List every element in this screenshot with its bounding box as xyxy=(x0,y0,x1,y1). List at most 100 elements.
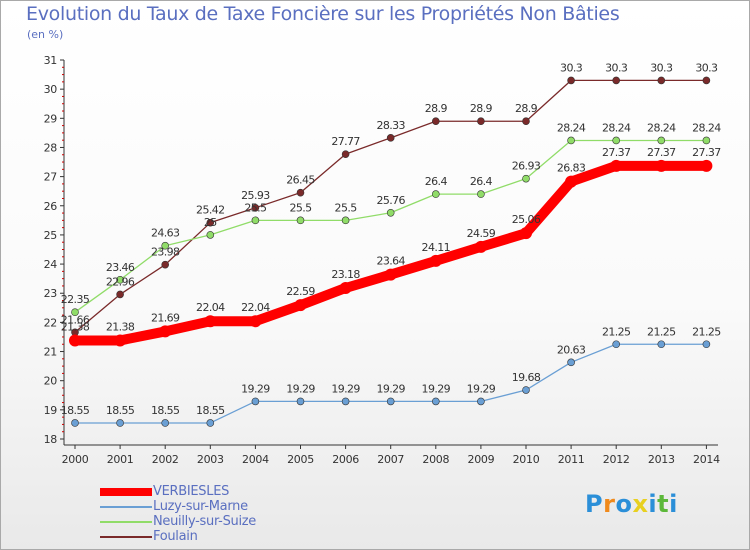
data-point xyxy=(116,290,124,299)
data-label: 24.11 xyxy=(422,241,451,254)
y-tick-label: 19 xyxy=(44,404,58,417)
data-point xyxy=(204,315,217,328)
data-label: 28.24 xyxy=(557,121,586,134)
data-point xyxy=(206,419,215,427)
logo-letter: t xyxy=(657,490,670,518)
data-label: 26.4 xyxy=(470,175,493,188)
data-point xyxy=(341,397,350,406)
y-tick-label: 31 xyxy=(44,54,57,67)
legend-swatch xyxy=(100,536,152,538)
data-point xyxy=(339,281,352,294)
data-label: 28.24 xyxy=(692,121,721,134)
data-point xyxy=(567,358,575,367)
legend-swatch xyxy=(100,506,152,508)
x-tick-label: 2007 xyxy=(377,453,404,466)
data-point xyxy=(206,231,215,239)
data-label: 28.24 xyxy=(602,121,631,134)
y-tick-label: 18 xyxy=(44,433,58,446)
data-point xyxy=(477,190,485,198)
y-tick-label: 30 xyxy=(44,83,58,96)
data-label: 30.3 xyxy=(605,61,628,74)
data-point xyxy=(206,218,215,227)
data-point xyxy=(477,397,485,406)
data-point xyxy=(474,240,487,253)
logo-letter: r xyxy=(603,490,616,518)
x-tick-label: 2012 xyxy=(603,453,630,466)
data-label: 22.59 xyxy=(286,285,315,298)
data-point xyxy=(429,254,442,267)
data-label: 25.5 xyxy=(244,201,267,214)
data-label: 25 xyxy=(204,216,217,229)
legend-label: Foulain xyxy=(153,529,198,544)
data-label: 21.25 xyxy=(692,325,721,338)
logo-letter: P xyxy=(585,490,604,518)
data-label: 23.18 xyxy=(331,268,360,281)
data-label: 28.9 xyxy=(470,102,493,115)
x-tick-label: 2014 xyxy=(693,453,720,466)
data-label: 19.68 xyxy=(512,371,541,384)
data-label: 27.77 xyxy=(331,135,360,148)
x-tick-label: 2001 xyxy=(107,453,134,466)
y-tick-label: 21 xyxy=(44,346,57,359)
data-label: 18.55 xyxy=(196,404,225,417)
data-label: 30.3 xyxy=(560,61,583,74)
data-point xyxy=(657,76,666,85)
data-label: 28.33 xyxy=(376,119,405,132)
data-point xyxy=(657,136,666,145)
data-label: 26.93 xyxy=(512,160,541,173)
data-label: 22.04 xyxy=(196,301,225,314)
data-label: 21.25 xyxy=(602,325,631,338)
data-label: 25.5 xyxy=(335,201,358,214)
data-label: 21.38 xyxy=(106,320,135,333)
data-label: 28.9 xyxy=(425,102,448,115)
data-point xyxy=(161,260,169,269)
x-tick-label: 2008 xyxy=(422,453,449,466)
x-tick-label: 2006 xyxy=(332,453,359,466)
data-point xyxy=(116,276,124,284)
data-label: 26.83 xyxy=(557,162,586,175)
data-point xyxy=(702,340,711,349)
y-tick-label: 29 xyxy=(44,112,58,125)
x-tick-label: 2010 xyxy=(513,453,540,466)
data-point xyxy=(655,159,668,172)
data-label: 19.29 xyxy=(331,382,360,395)
data-point xyxy=(431,117,440,126)
y-tick-label: 22 xyxy=(44,316,57,329)
data-label: 20.63 xyxy=(557,343,586,356)
x-tick-label: 2003 xyxy=(197,453,224,466)
data-label: 26.4 xyxy=(425,175,448,188)
x-tick-label: 2004 xyxy=(242,453,269,466)
y-tick-label: 25 xyxy=(44,229,58,242)
data-point xyxy=(431,190,440,198)
data-label: 25.76 xyxy=(376,194,405,207)
data-point xyxy=(116,419,124,427)
data-labels: 21.66 22.96 23.98 25.42 25.93 26.45 27.77 28.33… xyxy=(61,61,722,417)
data-point xyxy=(612,76,621,85)
legend-swatch xyxy=(100,521,152,523)
legend-swatch xyxy=(100,488,152,496)
data-point xyxy=(477,117,485,126)
data-label: 19.29 xyxy=(286,382,315,395)
data-label: 18.55 xyxy=(61,404,90,417)
y-tick-label: 20 xyxy=(44,375,58,388)
data-point xyxy=(249,315,262,328)
data-point xyxy=(251,216,260,225)
data-label: 18.55 xyxy=(151,404,180,417)
data-point xyxy=(296,216,305,225)
x-tick-label: 2000 xyxy=(62,453,89,466)
data-point xyxy=(522,386,530,394)
data-point xyxy=(386,208,395,217)
data-point xyxy=(657,340,666,349)
data-point xyxy=(71,308,79,316)
data-label: 19.29 xyxy=(376,382,405,395)
data-label: 28.24 xyxy=(647,121,676,134)
data-point xyxy=(341,216,350,225)
data-point xyxy=(610,159,623,172)
x-tick-label: 2002 xyxy=(152,453,179,466)
data-label: 19.29 xyxy=(422,382,451,395)
data-point xyxy=(520,227,532,240)
y-tick-label: 24 xyxy=(44,258,58,271)
x-tick-label: 2005 xyxy=(287,453,314,466)
data-label: 21.69 xyxy=(151,311,180,324)
data-point xyxy=(567,76,575,85)
